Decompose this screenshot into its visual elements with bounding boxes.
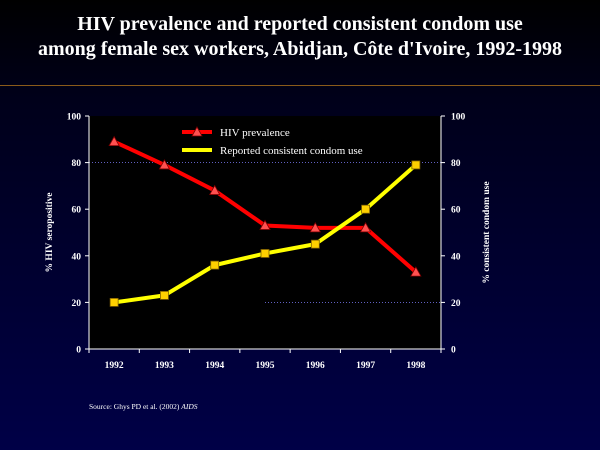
chart-title-line-2: among female sex workers, Abidjan, Côte … bbox=[37, 38, 563, 60]
legend-label-hiv: HIV prevalence bbox=[220, 127, 290, 139]
condom-point bbox=[160, 291, 169, 300]
y-axis-title-left: % HIV seropositive bbox=[45, 193, 55, 273]
x-tick-label: 1994 bbox=[205, 361, 224, 371]
y-axis-title-right: % consistent condom use bbox=[482, 181, 492, 283]
hiv-point bbox=[108, 135, 120, 147]
hiv-point bbox=[158, 159, 171, 170]
condom-point bbox=[361, 204, 370, 214]
hiv-point bbox=[410, 266, 422, 277]
chart-title: HIV prevalence and reported consistent c… bbox=[0, 12, 600, 62]
condom-point bbox=[109, 297, 119, 307]
y-tick-label-right: 0 bbox=[451, 346, 456, 356]
chart-title-line-1: HIV prevalence and reported consistent c… bbox=[77, 13, 523, 35]
y-tick-label-left: 40 bbox=[72, 252, 82, 262]
hiv-point bbox=[359, 222, 372, 233]
condom-point bbox=[310, 239, 320, 249]
x-tick-label: 1993 bbox=[155, 361, 174, 371]
y-tick-label-right: 100 bbox=[451, 113, 466, 123]
y-tick-label-right: 60 bbox=[451, 206, 461, 216]
y-tick-label-left: 60 bbox=[72, 206, 82, 216]
legend-marker-hiv bbox=[191, 126, 203, 137]
y-tick-label-left: 0 bbox=[76, 346, 81, 356]
y-tick-label-left: 80 bbox=[72, 159, 82, 169]
hiv-point bbox=[309, 222, 321, 233]
legend-label-condom: Reported consistent condom use bbox=[220, 145, 363, 157]
source-note: Source: Ghys PD et al. (2002) AIDS bbox=[89, 402, 198, 411]
hiv-point bbox=[259, 219, 271, 230]
y-tick-label-right: 80 bbox=[451, 159, 461, 169]
condom-point bbox=[210, 260, 220, 270]
plot-area bbox=[89, 116, 441, 349]
y-tick-label-right: 40 bbox=[451, 252, 461, 262]
title-divider bbox=[0, 85, 600, 86]
y-tick-label-right: 20 bbox=[451, 299, 461, 309]
condom-point bbox=[411, 160, 421, 170]
y-tick-label-left: 100 bbox=[67, 113, 82, 123]
hiv-point bbox=[209, 184, 221, 195]
x-tick-label: 1998 bbox=[406, 361, 425, 371]
y-tick-label-left: 20 bbox=[72, 299, 82, 309]
x-tick-label: 1997 bbox=[356, 361, 375, 371]
x-tick-label: 1992 bbox=[105, 361, 124, 371]
x-tick-label: 1995 bbox=[256, 361, 275, 371]
source-text: Source: Ghys PD et al. (2002) bbox=[89, 402, 180, 411]
source-journal: AIDS bbox=[181, 402, 198, 411]
condom-point bbox=[260, 249, 270, 258]
x-tick-label: 1996 bbox=[306, 361, 325, 371]
